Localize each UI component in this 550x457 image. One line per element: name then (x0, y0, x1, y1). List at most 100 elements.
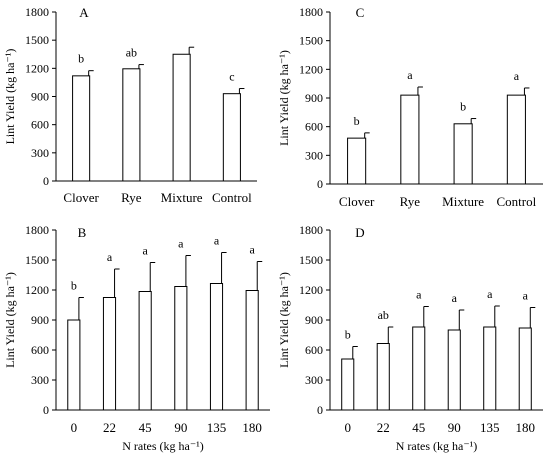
y-tick-label: 0 (317, 403, 323, 417)
x-tick-label: 0 (345, 420, 352, 435)
y-tick-label: 1200 (25, 283, 49, 297)
panel-label: D (355, 225, 364, 240)
x-tick-label: Clover (339, 194, 375, 209)
x-tick-label: 90 (448, 420, 461, 435)
significance-letter: ab (378, 308, 389, 322)
significance-letter: a (107, 250, 113, 264)
y-tick-label: 1500 (299, 34, 323, 48)
y-tick-label: 0 (43, 403, 49, 417)
significance-letter: b (78, 52, 84, 66)
y-tick-label: 1800 (25, 5, 49, 19)
significance-letter: a (523, 289, 529, 303)
x-tick-label: 135 (207, 420, 227, 435)
y-tick-label: 600 (305, 343, 323, 357)
x-tick-label: 22 (377, 420, 390, 435)
y-tick-label: 300 (305, 148, 323, 162)
bar-45 (138, 291, 152, 411)
x-tick-label: 45 (412, 420, 425, 435)
y-tick-label: 1200 (299, 283, 323, 297)
significance-letter: b (354, 114, 360, 128)
panel-c: 0 300 600 900 1200 1500 1800 Lint Yield (kg ha⁻… (277, 5, 543, 209)
y-tick-label: 1800 (299, 223, 323, 237)
bar-0 (67, 319, 81, 411)
x-tick-label: Control (212, 190, 252, 205)
significance-letter: a (250, 243, 256, 257)
panel-a: 0 300 600 900 1200 1500 1800 Lint Yield (kg ha⁻… (3, 5, 257, 205)
y-tick-label: 600 (305, 120, 323, 134)
y-tick-label: 1200 (25, 61, 49, 75)
bar-180 (518, 327, 532, 411)
bar-rye (400, 94, 420, 185)
x-tick-label: 180 (242, 420, 262, 435)
y-tick-label: 300 (305, 373, 323, 387)
bar-clover (72, 75, 91, 182)
bar-clover (347, 137, 367, 185)
y-axis-title: Lint Yield (kg ha⁻¹) (3, 49, 17, 145)
x-tick-label: 135 (480, 420, 500, 435)
significance-letter: b (460, 100, 466, 114)
y-axis-title: Lint Yield (kg ha⁻¹) (277, 50, 291, 146)
y-tick-label: 900 (31, 313, 49, 327)
y-tick-label: 300 (31, 146, 49, 160)
significance-letter: ab (126, 46, 137, 60)
y-tick-label: 300 (31, 373, 49, 387)
bar-rye (122, 68, 141, 182)
bar-90 (174, 286, 188, 411)
y-tick-label: 1500 (299, 253, 323, 267)
significance-letter: a (487, 287, 493, 301)
significance-letter: a (214, 234, 220, 248)
x-tick-label: Rye (121, 190, 142, 205)
x-tick-label: Mixture (442, 194, 484, 209)
bar-mixture (453, 123, 473, 185)
significance-letter: b (345, 328, 351, 342)
x-tick-label: 22 (103, 420, 116, 435)
x-tick-label: Control (497, 194, 537, 209)
significance-letter: c (229, 70, 234, 84)
bar-180 (245, 290, 259, 411)
x-tick-label: Clover (63, 190, 99, 205)
x-axis-title: N rates (kg ha⁻¹) (122, 439, 204, 453)
x-tick-label: 180 (516, 420, 536, 435)
x-tick-label: 45 (139, 420, 152, 435)
y-axis-title: Lint Yield (kg ha⁻¹) (277, 272, 291, 368)
y-tick-label: 0 (43, 174, 49, 188)
significance-letter: a (178, 237, 184, 251)
bar-45 (412, 326, 426, 411)
x-tick-label: 0 (71, 420, 78, 435)
panel-label: A (79, 5, 89, 20)
y-tick-label: 900 (305, 313, 323, 327)
y-tick-label: 900 (305, 91, 323, 105)
bar-135 (209, 283, 224, 411)
panel-label: C (356, 5, 365, 20)
x-tick-label: 90 (174, 420, 187, 435)
y-tick-label: 1800 (25, 223, 49, 237)
significance-letter: a (407, 68, 413, 82)
y-tick-label: 1800 (299, 5, 323, 19)
panel-label: B (78, 225, 87, 240)
significance-letter: a (452, 291, 458, 305)
bar-control (506, 94, 526, 185)
y-tick-label: 1500 (25, 33, 49, 47)
y-tick-label: 600 (31, 343, 49, 357)
significance-letter: b (71, 279, 77, 293)
y-tick-label: 1200 (299, 62, 323, 76)
y-axis-title: Lint Yield (kg ha⁻¹) (3, 272, 17, 368)
bar-0 (341, 358, 355, 411)
y-tick-label: 0 (317, 177, 323, 191)
x-axis-title: N rates (kg ha⁻¹) (396, 439, 478, 453)
significance-letter: a (416, 288, 422, 302)
y-tick-label: 600 (31, 118, 49, 132)
x-tick-label: Mixture (161, 190, 203, 205)
bar-control (222, 93, 241, 182)
significance-letter: a (143, 244, 149, 258)
significance-letter: a (514, 69, 520, 83)
bar-22 (102, 297, 117, 411)
bar-90 (447, 329, 461, 411)
bar-22 (376, 343, 390, 411)
bar-135 (483, 326, 497, 411)
y-tick-label: 900 (31, 90, 49, 104)
bar-mixture (172, 53, 191, 182)
